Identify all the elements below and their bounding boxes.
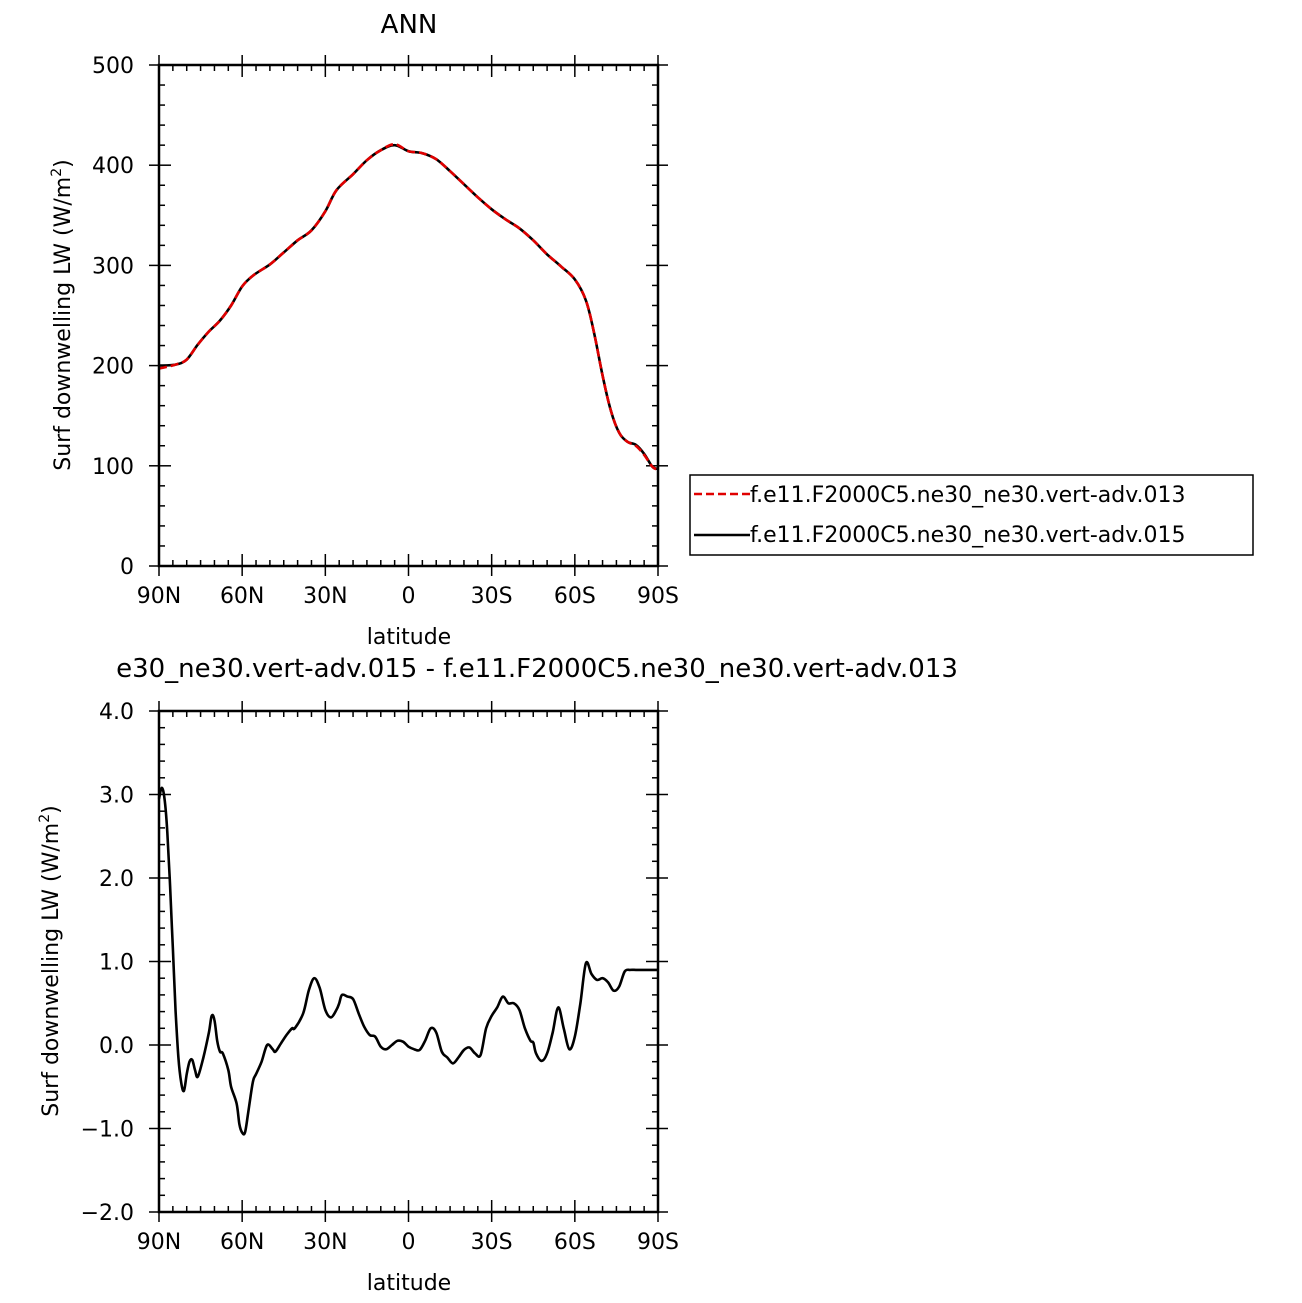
bottom-y-label-close: )	[39, 805, 64, 814]
bottom-x-axis-label: latitude	[367, 1271, 451, 1296]
bottom-tick-labels: 90N 60N 30N 0 30S 60S 90S −2.0 −1.0 0.0 1.0 2.0 3.0 4…	[81, 700, 679, 1255]
x-tick-label: 60N	[220, 584, 264, 609]
x-tick-label: 30N	[303, 1230, 347, 1255]
top-y-label-superscript: 2	[49, 168, 65, 177]
bottom-y-axis-label: Surf downwelling LW (W/m2)	[37, 805, 64, 1117]
x-tick-label: 0	[402, 584, 416, 609]
legend-label-013: f.e11.F2000C5.ne30_ne30.vert-adv.013	[750, 483, 1186, 508]
x-tick-label: 90N	[137, 584, 181, 609]
top-tick-labels: 90N 60N 30N 0 30S 60S 90S 0 100 200 300 400 500	[92, 54, 679, 609]
top-series-lines	[158, 142, 659, 471]
x-tick-label: 90S	[637, 584, 679, 609]
top-y-axis-label: Surf downwelling LW (W/m2)	[49, 159, 76, 471]
x-tick-label: 30S	[471, 584, 513, 609]
legend-label-015: f.e11.F2000C5.ne30_ne30.vert-adv.015	[750, 523, 1186, 548]
x-tick-label: 60S	[554, 584, 596, 609]
x-tick-label: 60N	[220, 1230, 264, 1255]
bottom-series-lines	[157, 786, 658, 1136]
legend-box	[689, 474, 1254, 556]
y-tick-label: −2.0	[81, 1201, 134, 1226]
panel-bottom-difference: e30_ne30.vert-adv.015 - f.e11.F2000C5.ne…	[37, 654, 958, 1296]
x-tick-label: 60S	[554, 1230, 596, 1255]
series-line-013	[158, 142, 659, 471]
panel-top-ann: ANN 90N 60N 30N 0 30S 60S 90S0100200300400500 …	[49, 10, 1254, 650]
y-tick-label: 500	[92, 54, 134, 79]
y-tick-label: 1.0	[99, 951, 134, 976]
y-tick-label: 0	[120, 555, 134, 580]
chart-title-ann: ANN	[381, 10, 438, 40]
top-y-label-main: Surf downwelling LW (W/m	[51, 177, 76, 471]
bottom-y-label-main: Surf downwelling LW (W/m	[39, 823, 64, 1117]
x-tick-label: 90S	[637, 1230, 679, 1255]
x-tick-label: 30S	[471, 1230, 513, 1255]
bottom-ticks	[149, 701, 668, 1222]
y-tick-label: 0.0	[99, 1034, 134, 1059]
bottom-y-label-superscript: 2	[37, 814, 53, 823]
y-tick-label: −1.0	[81, 1118, 134, 1143]
x-tick-label: 90N	[137, 1230, 181, 1255]
series-line-015	[158, 143, 659, 471]
x-tick-label: 0	[402, 1230, 416, 1255]
top-x-axis-label: latitude	[367, 625, 451, 650]
y-tick-label: 100	[92, 455, 134, 480]
y-tick-label: 4.0	[99, 700, 134, 725]
y-tick-label: 2.0	[99, 867, 134, 892]
y-tick-label: 200	[92, 355, 134, 380]
chart-title-difference: e30_ne30.vert-adv.015 - f.e11.F2000C5.ne…	[116, 654, 958, 684]
top-y-label-close: )	[51, 159, 76, 168]
y-tick-label: 300	[92, 254, 134, 279]
bottom-plot-frame	[157, 709, 660, 1214]
legend: f.e11.F2000C5.ne30_ne30.vert-adv.013 f.e…	[689, 474, 1254, 556]
y-tick-label: 400	[92, 154, 134, 179]
x-tick-label: 30N	[303, 584, 347, 609]
y-tick-label: 3.0	[99, 784, 134, 809]
top-plot-frame	[157, 63, 660, 568]
series-line-difference	[157, 786, 658, 1136]
